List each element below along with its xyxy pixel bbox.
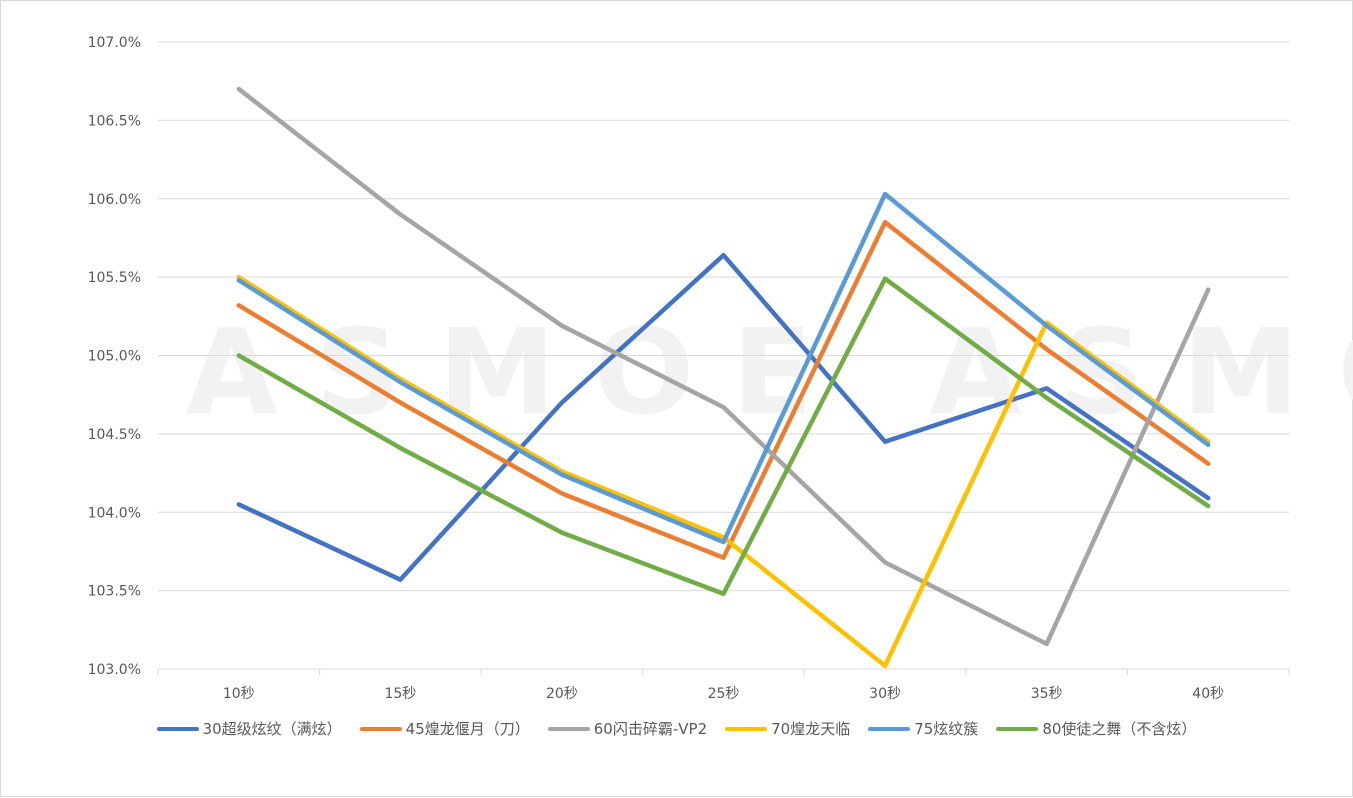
- legend-item: 60闪击碎霸-VP2: [547, 718, 708, 739]
- x-tick-label: 20秒: [546, 686, 578, 702]
- y-tick-label: 106.0%: [88, 192, 141, 208]
- series-line-2: [236, 220, 1211, 560]
- legend-swatch: [547, 726, 590, 731]
- series-line-3: [236, 86, 1211, 647]
- legend-label: 70煌龙天临: [771, 720, 851, 738]
- x-tick-label: 40秒: [1192, 686, 1224, 702]
- legend-label: 80使徒之舞（不含炫）: [1042, 720, 1197, 738]
- series-line-6: [236, 276, 1211, 597]
- y-tick-label: 104.5%: [88, 427, 141, 443]
- legend-swatch: [359, 726, 402, 731]
- x-tick-label: 10秒: [223, 686, 255, 702]
- series-lines: [236, 86, 1211, 669]
- x-tick-label: 30秒: [869, 686, 901, 702]
- legend-label: 75炫纹簇: [914, 720, 979, 738]
- y-axis-tick-labels: 103.0% 103.5% 104.0% 104.5% 105.0% 105.5% 106.…: [88, 35, 141, 678]
- y-tick-label: 105.0%: [88, 349, 141, 365]
- legend-swatch: [725, 726, 768, 731]
- x-tick-label: 15秒: [384, 686, 416, 702]
- legend-swatch: [868, 726, 911, 731]
- series-line-1: [236, 252, 1211, 582]
- legend-item: 30超级炫纹（满炫）: [156, 718, 342, 739]
- y-tick-label: 106.5%: [88, 113, 141, 129]
- legend-item: 80使徒之舞（不含炫）: [996, 718, 1196, 739]
- y-tick-label: 104.0%: [88, 505, 141, 521]
- gridlines: [158, 41, 1289, 592]
- legend-item: 70煌龙天临: [725, 718, 850, 739]
- x-axis: [157, 668, 1290, 675]
- y-tick-label: 105.5%: [88, 270, 141, 286]
- legend-item: 45煌龙偃月（刀）: [359, 718, 530, 739]
- legend-label: 30超级炫纹（满炫）: [202, 720, 342, 738]
- y-tick-label: 103.5%: [88, 584, 141, 600]
- series-line-5: [236, 191, 1211, 545]
- x-tick-label: 35秒: [1031, 686, 1063, 702]
- legend-swatch: [996, 726, 1039, 731]
- legend: 30超级炫纹（满炫） 45煌龙偃月（刀） 60闪击碎霸-VP2 70煌龙天临 75炫纹簇…: [0, 718, 1353, 739]
- legend-item: 75炫纹簇: [868, 718, 978, 739]
- y-tick-label: 103.0%: [88, 662, 141, 678]
- x-axis-tick-labels: 10秒 15秒 20秒 25秒 30秒 35秒 40秒: [223, 686, 1224, 702]
- legend-swatch: [156, 726, 199, 731]
- legend-label: 60闪击碎霸-VP2: [593, 720, 708, 738]
- x-tick-label: 25秒: [708, 686, 740, 702]
- y-tick-label: 107.0%: [88, 35, 141, 51]
- legend-label: 45煌龙偃月（刀）: [405, 720, 530, 738]
